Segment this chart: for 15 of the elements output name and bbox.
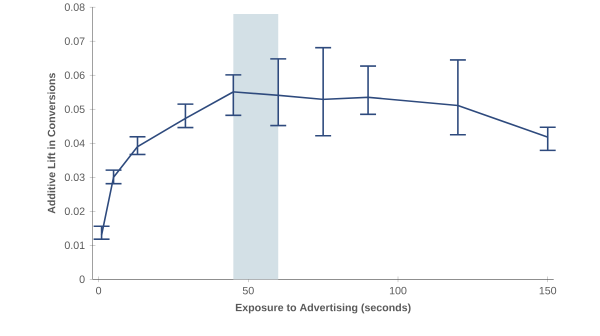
y-tick-label: 0.01 bbox=[64, 242, 85, 250]
y-tick-label: 0.08 bbox=[64, 3, 85, 11]
y-tick-label: 0.02 bbox=[64, 208, 85, 216]
y-tick-label: 0.03 bbox=[64, 174, 85, 182]
y-tick-label: 0.06 bbox=[64, 71, 85, 79]
y-tick-label: 0 bbox=[80, 276, 85, 284]
y-tick-label: 0.05 bbox=[64, 105, 85, 113]
y-tick-label: 0.07 bbox=[64, 37, 85, 45]
y-axis-title: Additive Lift in Conversions bbox=[47, 73, 56, 214]
x-tick-label: 0 bbox=[96, 286, 102, 294]
x-tick-label: 150 bbox=[540, 286, 556, 294]
y-tick-label: 0.04 bbox=[64, 139, 85, 148]
x-tick-label: 50 bbox=[242, 286, 254, 294]
x-tick-label: 100 bbox=[390, 286, 406, 294]
x-axis-title: Exposure to Advertising (seconds) bbox=[236, 303, 411, 314]
